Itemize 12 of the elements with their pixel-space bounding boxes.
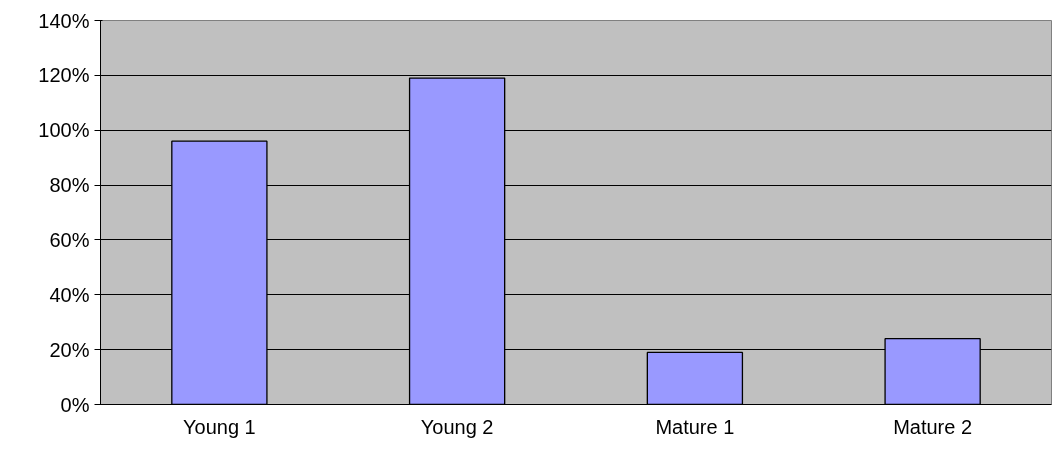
y-tick-label: 100% bbox=[38, 119, 90, 142]
y-tick-label: 0% bbox=[60, 393, 90, 416]
x-tick-label: Mature 1 bbox=[655, 415, 735, 438]
x-tick-label: Young 1 bbox=[183, 415, 256, 438]
x-tick-label: Young 2 bbox=[420, 415, 494, 438]
y-tick-label: 40% bbox=[49, 283, 90, 306]
y-tick-label: 80% bbox=[49, 174, 90, 197]
y-tick-label: 20% bbox=[49, 338, 90, 361]
y-tick-label: 140% bbox=[38, 9, 90, 32]
y-tick-label: 120% bbox=[38, 64, 90, 87]
x-tick-label: Mature 2 bbox=[893, 415, 973, 438]
y-tick-label: 60% bbox=[49, 228, 90, 251]
